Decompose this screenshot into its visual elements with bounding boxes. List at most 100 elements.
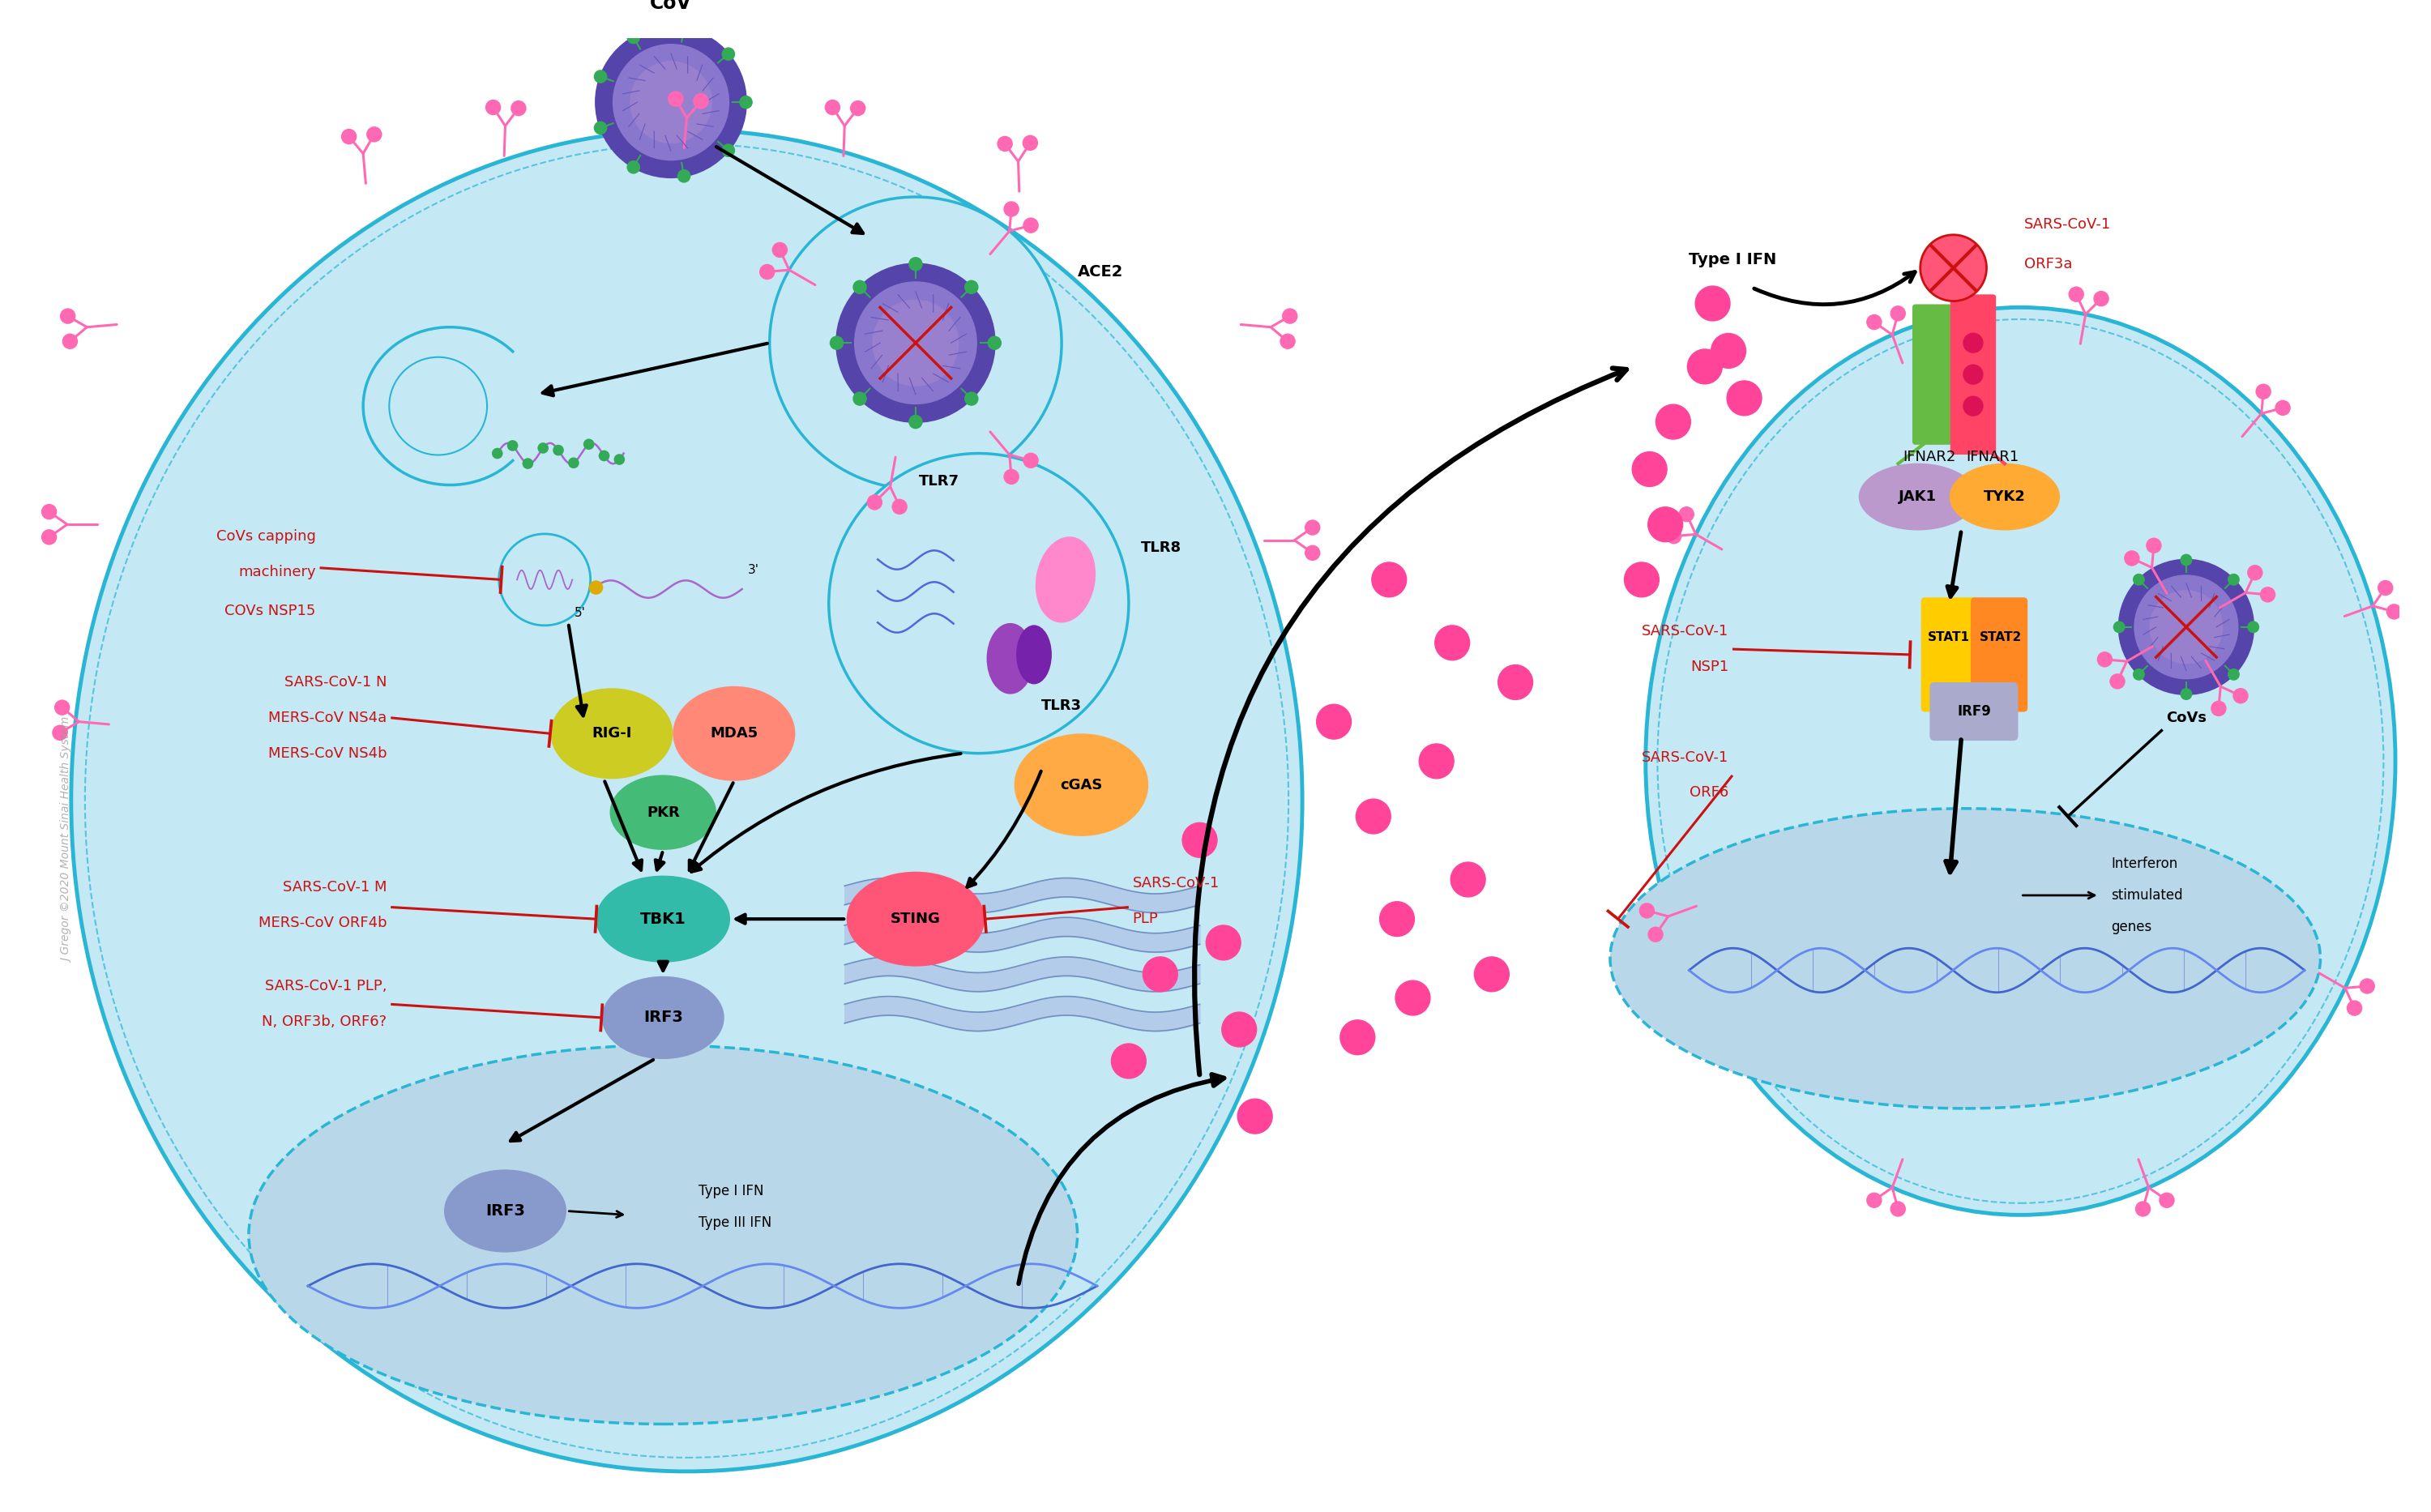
Circle shape xyxy=(1339,1021,1376,1055)
Circle shape xyxy=(1237,1099,1271,1134)
Circle shape xyxy=(678,169,690,183)
Circle shape xyxy=(2113,621,2125,634)
Circle shape xyxy=(340,129,357,145)
Circle shape xyxy=(836,265,994,422)
Circle shape xyxy=(2132,573,2144,585)
Circle shape xyxy=(1687,349,1721,384)
Circle shape xyxy=(1381,901,1415,936)
Circle shape xyxy=(853,392,868,405)
Circle shape xyxy=(2256,384,2271,399)
Circle shape xyxy=(491,448,503,460)
Text: machinery: machinery xyxy=(238,564,316,579)
Text: SARS-CoV-1: SARS-CoV-1 xyxy=(1641,623,1728,638)
Circle shape xyxy=(2159,1193,2176,1208)
Text: CoV: CoV xyxy=(649,0,693,14)
Circle shape xyxy=(2358,978,2375,993)
Circle shape xyxy=(1451,862,1485,897)
Text: SARS-CoV-1: SARS-CoV-1 xyxy=(2025,218,2113,231)
Circle shape xyxy=(41,503,56,520)
Circle shape xyxy=(1694,286,1731,321)
Text: TLR8: TLR8 xyxy=(1140,541,1181,555)
Text: 3': 3' xyxy=(749,564,758,576)
Circle shape xyxy=(1004,469,1019,485)
Text: J Gregor ©2020 Mount Sinai Health System: J Gregor ©2020 Mount Sinai Health System xyxy=(61,718,73,963)
Circle shape xyxy=(1279,334,1296,349)
Circle shape xyxy=(1023,135,1038,151)
Circle shape xyxy=(2093,290,2110,307)
Circle shape xyxy=(1867,1193,1882,1208)
Circle shape xyxy=(2346,1001,2363,1016)
Circle shape xyxy=(2227,668,2239,680)
Ellipse shape xyxy=(70,130,1303,1471)
Circle shape xyxy=(1356,798,1391,833)
Circle shape xyxy=(1143,957,1177,992)
Circle shape xyxy=(1648,927,1663,942)
Ellipse shape xyxy=(1609,809,2319,1108)
Circle shape xyxy=(511,100,528,116)
FancyBboxPatch shape xyxy=(1930,682,2018,741)
Circle shape xyxy=(1962,364,1984,384)
Circle shape xyxy=(1631,452,1668,487)
Circle shape xyxy=(41,529,56,544)
Circle shape xyxy=(1371,562,1408,597)
Circle shape xyxy=(1434,626,1471,661)
Circle shape xyxy=(1889,305,1906,322)
Circle shape xyxy=(2227,573,2239,585)
Ellipse shape xyxy=(1014,733,1147,836)
Circle shape xyxy=(593,70,608,83)
Text: MERS-CoV NS4a: MERS-CoV NS4a xyxy=(267,711,387,726)
Circle shape xyxy=(2147,538,2161,553)
Circle shape xyxy=(2134,1201,2151,1217)
Circle shape xyxy=(1638,903,1656,919)
Circle shape xyxy=(630,60,712,144)
Circle shape xyxy=(722,47,734,60)
Circle shape xyxy=(598,451,610,461)
Circle shape xyxy=(1395,981,1429,1015)
Ellipse shape xyxy=(610,776,717,850)
Text: SARS-CoV-1 PLP,: SARS-CoV-1 PLP, xyxy=(265,978,387,993)
Circle shape xyxy=(53,700,70,715)
Circle shape xyxy=(829,336,844,349)
Circle shape xyxy=(1023,452,1038,469)
Circle shape xyxy=(615,454,625,466)
Text: Type I IFN: Type I IFN xyxy=(1690,253,1777,268)
Circle shape xyxy=(627,160,639,174)
Ellipse shape xyxy=(1036,537,1096,623)
Circle shape xyxy=(892,499,907,514)
Circle shape xyxy=(2181,688,2193,700)
Circle shape xyxy=(1648,507,1682,541)
Circle shape xyxy=(853,280,868,295)
Ellipse shape xyxy=(1016,624,1053,685)
Ellipse shape xyxy=(603,977,724,1058)
Text: MERS-CoV NS4b: MERS-CoV NS4b xyxy=(267,745,387,761)
Circle shape xyxy=(1305,520,1320,535)
Circle shape xyxy=(2387,603,2402,620)
FancyBboxPatch shape xyxy=(1920,597,1979,712)
Text: IFNAR1: IFNAR1 xyxy=(1967,451,2020,464)
Text: STING: STING xyxy=(890,912,941,927)
Text: SARS-CoV-1: SARS-CoV-1 xyxy=(1641,750,1728,765)
Text: IRF3: IRF3 xyxy=(644,1010,683,1025)
Circle shape xyxy=(596,27,746,177)
Text: cGAS: cGAS xyxy=(1060,777,1104,792)
Circle shape xyxy=(1962,333,1984,354)
Ellipse shape xyxy=(549,688,673,779)
Circle shape xyxy=(627,30,639,44)
Circle shape xyxy=(868,494,882,510)
Text: IRF3: IRF3 xyxy=(486,1204,525,1219)
Circle shape xyxy=(63,334,78,349)
Circle shape xyxy=(2149,590,2222,664)
Circle shape xyxy=(2232,688,2249,703)
Circle shape xyxy=(997,136,1014,151)
Circle shape xyxy=(1680,507,1694,522)
Circle shape xyxy=(965,392,980,405)
Text: N, ORF3b, ORF6?: N, ORF3b, ORF6? xyxy=(263,1015,387,1028)
Circle shape xyxy=(1656,405,1690,438)
Text: IFNAR2: IFNAR2 xyxy=(1903,451,1957,464)
Circle shape xyxy=(965,280,980,295)
Circle shape xyxy=(1318,705,1352,739)
Circle shape xyxy=(51,724,68,741)
Text: SARS-CoV-1 M: SARS-CoV-1 M xyxy=(282,880,387,895)
Text: CoVs capping: CoVs capping xyxy=(216,529,316,543)
Circle shape xyxy=(1023,218,1038,233)
